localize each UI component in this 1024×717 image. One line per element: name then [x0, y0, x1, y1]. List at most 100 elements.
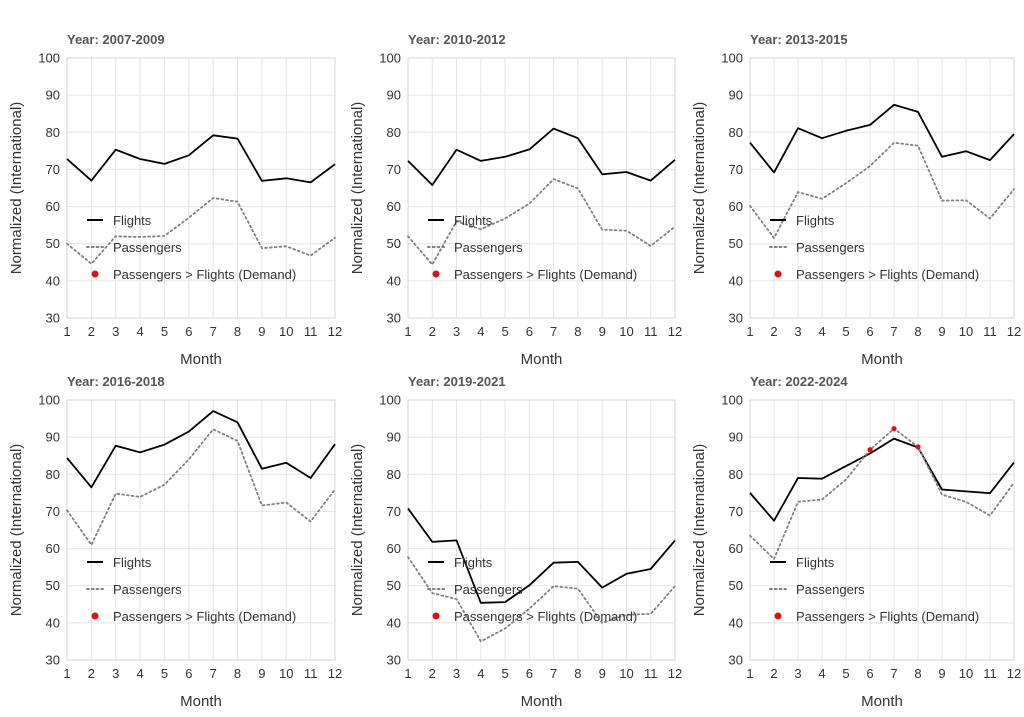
legend-label-flights: Flights [454, 213, 493, 228]
x-axis-label: Month [861, 693, 903, 710]
x-tick-label: 6 [185, 324, 192, 339]
y-tick-label: 40 [387, 273, 401, 288]
legend-label-flights: Flights [454, 555, 493, 570]
x-tick-label: 3 [794, 666, 801, 681]
y-tick-label: 50 [387, 578, 401, 593]
series-line-flights [750, 105, 1014, 173]
y-tick-label: 80 [729, 467, 743, 482]
series-line-passengers [67, 429, 335, 545]
x-tick-label: 1 [404, 666, 411, 681]
y-tick-label: 100 [38, 393, 60, 408]
y-tick-label: 30 [729, 311, 743, 326]
x-tick-label: 11 [983, 666, 997, 681]
x-tick-label: 1 [746, 324, 753, 339]
legend-swatch-demand [92, 271, 99, 278]
y-tick-label: 100 [38, 51, 60, 66]
y-tick-label: 70 [729, 504, 743, 519]
x-tick-label: 9 [938, 666, 945, 681]
x-tick-label: 3 [453, 666, 460, 681]
x-tick-label: 10 [279, 666, 293, 681]
x-tick-label: 7 [550, 666, 557, 681]
chart-title: Year: 2019-2021 [408, 374, 506, 389]
x-tick-label: 5 [501, 324, 508, 339]
x-tick-label: 11 [983, 324, 997, 339]
chart-title: Year: 2022-2024 [750, 374, 848, 389]
y-tick-label: 60 [46, 199, 60, 214]
y-tick-label: 60 [387, 541, 401, 556]
x-tick-label: 6 [185, 666, 192, 681]
y-tick-label: 40 [387, 615, 401, 630]
x-tick-label: 3 [794, 324, 801, 339]
legend-label-passengers: Passengers [113, 240, 182, 255]
legend-label-demand: Passengers > Flights (Demand) [113, 267, 296, 282]
legend-label-flights: Flights [113, 213, 152, 228]
x-tick-label: 10 [619, 666, 633, 681]
x-axis-label: Month [861, 351, 903, 368]
y-tick-label: 90 [387, 88, 401, 103]
x-tick-label: 5 [161, 324, 168, 339]
y-tick-label: 40 [46, 273, 60, 288]
x-tick-label: 9 [599, 324, 606, 339]
legend-label-demand: Passengers > Flights (Demand) [796, 267, 979, 282]
y-tick-label: 50 [729, 236, 743, 251]
y-tick-label: 100 [721, 393, 743, 408]
x-tick-label: 8 [574, 324, 581, 339]
x-axis-label: Month [521, 693, 563, 710]
x-tick-label: 1 [63, 666, 70, 681]
x-tick-label: 8 [574, 666, 581, 681]
demand-point [891, 426, 896, 431]
demand-point [915, 444, 920, 449]
x-tick-label: 4 [477, 666, 484, 681]
legend-label-demand: Passengers > Flights (Demand) [454, 609, 637, 624]
x-axis-label: Month [180, 351, 222, 368]
legend-swatch-demand [433, 271, 440, 278]
x-tick-label: 1 [746, 666, 753, 681]
legend-label-flights: Flights [796, 555, 835, 570]
x-tick-label: 2 [88, 666, 95, 681]
y-tick-label: 30 [387, 653, 401, 668]
x-tick-label: 9 [258, 666, 265, 681]
y-tick-label: 30 [46, 311, 60, 326]
x-tick-label: 8 [234, 666, 241, 681]
x-tick-label: 6 [866, 324, 873, 339]
x-tick-label: 7 [890, 666, 897, 681]
y-tick-label: 60 [387, 199, 401, 214]
y-tick-label: 90 [387, 430, 401, 445]
y-tick-label: 60 [729, 541, 743, 556]
legend-label-demand: Passengers > Flights (Demand) [454, 267, 637, 282]
x-tick-label: 8 [914, 666, 921, 681]
chart-title: Year: 2013-2015 [750, 32, 848, 47]
y-tick-label: 100 [379, 51, 401, 66]
x-tick-label: 2 [770, 666, 777, 681]
series-line-passengers [408, 557, 675, 641]
legend-label-flights: Flights [796, 213, 835, 228]
y-tick-label: 100 [721, 51, 743, 66]
x-tick-label: 11 [304, 324, 318, 339]
legend-label-flights: Flights [113, 555, 152, 570]
y-tick-label: 70 [46, 162, 60, 177]
demand-point [867, 447, 872, 452]
x-tick-label: 12 [328, 324, 342, 339]
y-tick-label: 80 [387, 467, 401, 482]
y-tick-label: 70 [387, 162, 401, 177]
x-tick-label: 2 [429, 666, 436, 681]
x-tick-label: 8 [234, 324, 241, 339]
y-axis-label: Normalized (International) [349, 444, 366, 617]
x-tick-label: 9 [938, 324, 945, 339]
chart-title: Year: 2010-2012 [408, 32, 506, 47]
x-tick-label: 1 [404, 324, 411, 339]
x-tick-label: 3 [453, 324, 460, 339]
x-tick-label: 3 [112, 666, 119, 681]
legend-swatch-demand [433, 613, 440, 620]
y-tick-label: 60 [729, 199, 743, 214]
y-tick-label: 30 [46, 653, 60, 668]
series-line-passengers [67, 198, 335, 264]
x-tick-label: 10 [279, 324, 293, 339]
y-tick-label: 30 [729, 653, 743, 668]
legend-swatch-demand [775, 613, 782, 620]
x-tick-label: 3 [112, 324, 119, 339]
x-tick-label: 4 [136, 666, 143, 681]
x-tick-label: 5 [842, 324, 849, 339]
